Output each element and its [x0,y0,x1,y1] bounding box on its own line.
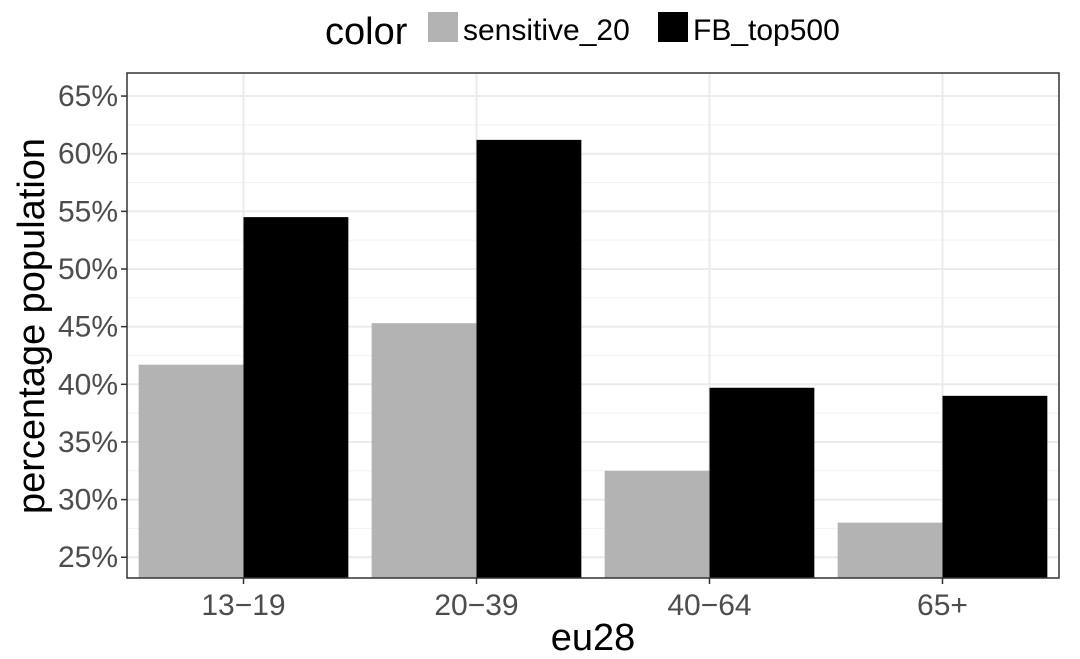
bar-fb-top500-1 [243,217,349,578]
y-tick-label: 65% [58,80,118,113]
bar-sensitive-20-2 [371,323,477,578]
bar-sensitive-20-4 [837,522,943,578]
plot-panel-border [126,72,1060,579]
legend-swatch-sensitive-20 [428,12,458,42]
bars [138,139,1048,579]
y-tick-label: 40% [58,368,118,401]
x-tick-label: 65+ [917,589,968,622]
y-tick-label: 45% [58,311,118,344]
bar-fb-top500-3 [709,387,815,578]
y-tick-label: 35% [58,426,118,459]
legend: color sensitive_20 FB_top500 [325,11,840,53]
bar-sensitive-20-1 [138,364,244,578]
y-axis-title: percentage population [11,138,53,514]
bar-fb-top500-2 [476,139,582,579]
legend-label-sensitive-20: sensitive_20 [463,14,630,47]
y-tick-label: 25% [58,541,118,574]
legend-title: color [325,11,408,53]
x-tick-label: 13−19 [201,589,285,622]
y-tick-label: 60% [58,138,118,171]
y-tick-label: 50% [58,253,118,286]
y-axis: 25% 30% 35% 40% 45% 50% 55% 60% 65% [58,80,127,574]
bar-fb-top500-4 [942,395,1048,578]
x-axis-title: eu28 [551,617,636,659]
x-tick-label: 40−64 [667,589,751,622]
x-tick-label: 20−39 [434,589,518,622]
y-tick-label: 55% [58,195,118,228]
legend-label-fb-top500: FB_top500 [693,14,840,47]
legend-swatch-fb-top500 [658,12,688,42]
y-tick-label: 30% [58,484,118,517]
bar-sensitive-20-3 [604,470,710,578]
x-axis: 13−19 20−39 40−64 65+ [201,578,968,622]
